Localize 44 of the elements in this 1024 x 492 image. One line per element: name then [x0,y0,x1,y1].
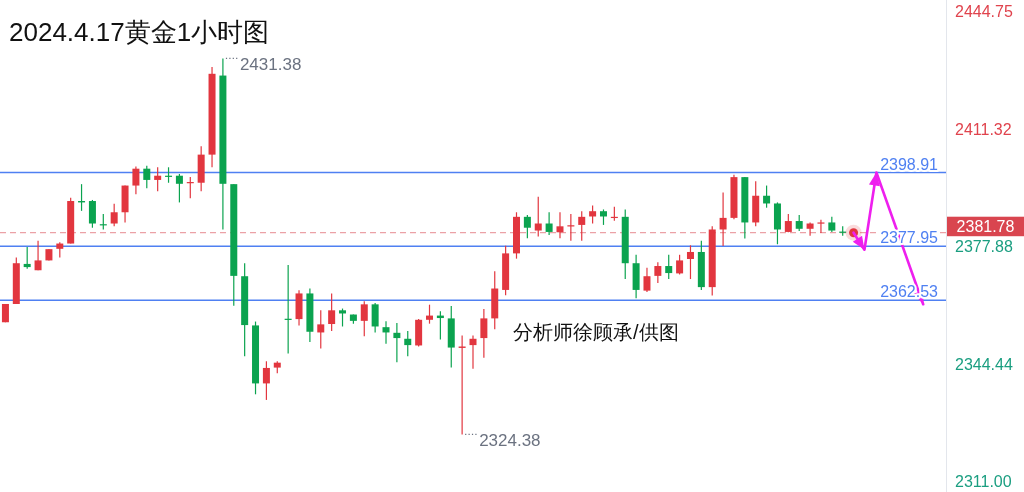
y-tick-label: 2377.88 [955,237,1013,255]
annotation: 2324.38 [479,430,541,450]
candlestick [360,300,368,337]
annotation: 2431.38 [239,54,302,74]
candlestick [175,173,183,204]
candlestick [534,196,542,238]
candlestick [480,308,488,359]
y-tick-label: 2311.00 [955,472,1012,490]
candlestick [556,211,564,239]
candlestick [110,203,118,227]
ref-line-label: 2381.78 [956,217,1015,235]
candlestick [654,261,662,284]
candlestick [817,219,825,234]
candlestick [143,165,151,189]
candlestick [23,246,31,270]
y-tick-label: 2411.32 [955,120,1012,138]
candlestick [317,309,325,350]
candlestick [469,335,477,370]
candlestick [426,304,434,325]
candlestick [382,320,390,345]
candlestick [404,330,412,357]
candlestick [545,211,553,236]
candlestick [676,254,684,276]
candlestick [393,322,401,363]
candlestick [578,210,586,242]
candlestick [665,254,673,280]
annotation: 分析师徐顾承/供图 [513,321,679,343]
candlestick [371,302,379,334]
candlestick [132,165,140,195]
candlestick [523,214,531,239]
y-tick-label: 2344.44 [955,355,1013,373]
candlestick [763,184,771,209]
candlestick [88,199,96,229]
candlestick [686,244,694,280]
ref-line-label: 2398.91 [880,155,939,173]
candlestick [262,360,270,401]
candlestick [643,267,651,293]
candlestick [328,292,336,332]
candlestick [806,221,814,237]
candlestick [34,240,42,271]
text: 2024.4.17黄金1小时图 [9,17,270,47]
candlestick [719,191,727,247]
y-tick-label: 2444.75 [955,2,1013,20]
candlestick [154,166,162,192]
